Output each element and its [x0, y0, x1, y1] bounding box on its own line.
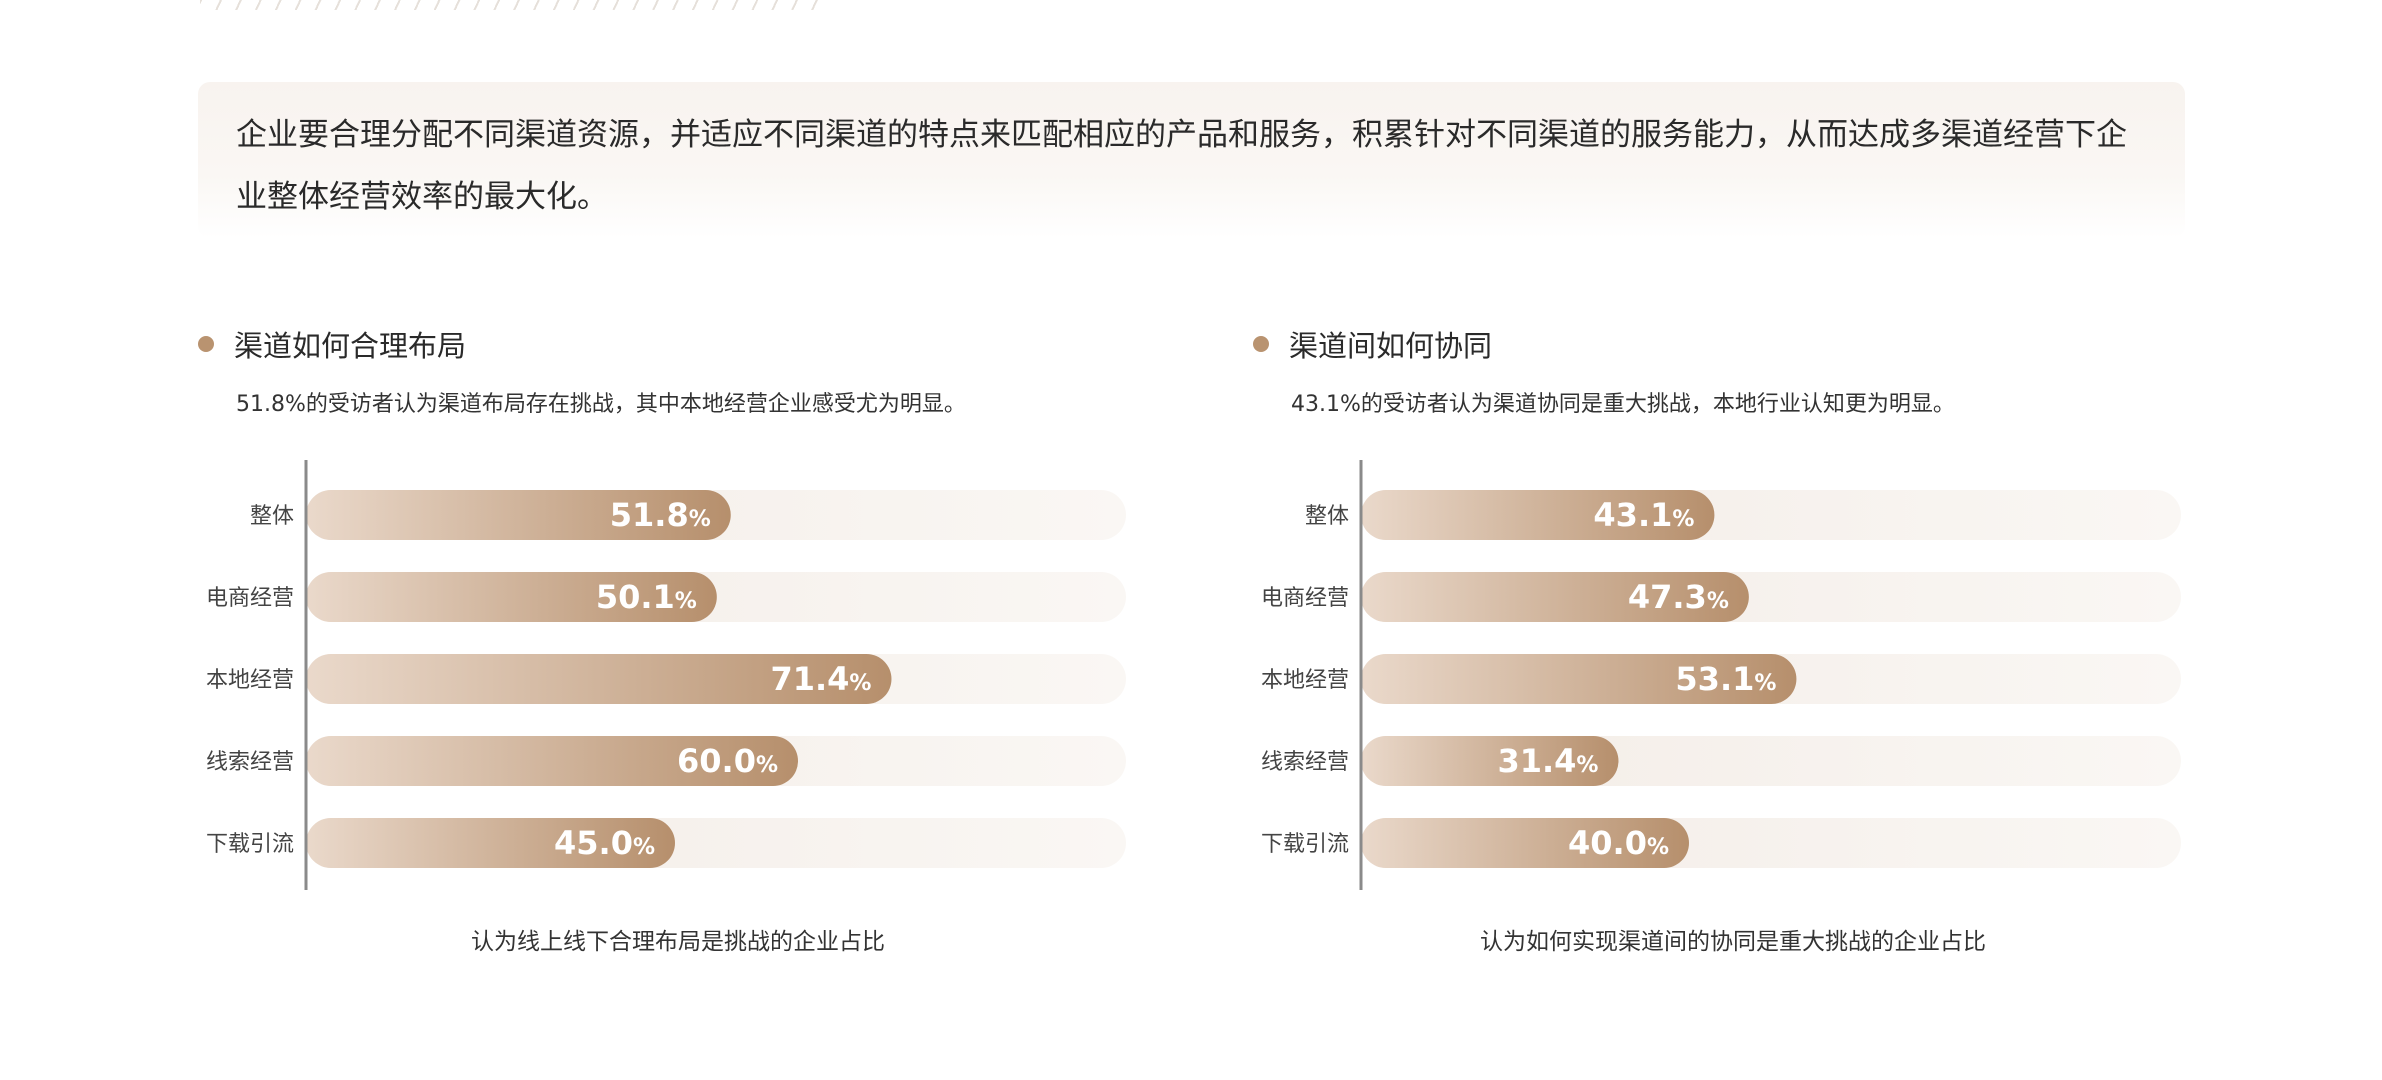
data-label: 50.1% [596, 578, 697, 616]
top-decoration [200, 0, 830, 10]
bar [306, 572, 717, 622]
bar-chart-layout: 整体 51.8% 电商经营 50.1% 本地经营 71.4% 线索经营 60.0% 下载引流 45… [198, 460, 1158, 900]
data-label: 71.4% [770, 660, 871, 698]
panel-layout: 渠道如何合理布局 51.8%的受访者认为渠道布局存在挑战，其中本地经营企业感受尤… [198, 310, 1158, 970]
intro-text: 企业要合理分配不同渠道资源，并适应不同渠道的特点来匹配相应的产品和服务，积累针对… [236, 117, 2127, 215]
data-label: 47.3% [1628, 578, 1729, 616]
data-label: 43.1% [1593, 496, 1694, 534]
category-label: 整体 [1305, 504, 1349, 529]
data-label: 45.0% [554, 824, 655, 862]
data-label: 31.4% [1497, 742, 1598, 780]
bar [306, 736, 798, 786]
panel-title: 渠道如何合理布局 [234, 329, 467, 363]
category-label: 下载引流 [1261, 832, 1349, 857]
panel-header: 渠道如何合理布局 [198, 322, 466, 366]
category-label: 线索经营 [1261, 750, 1349, 775]
chart-caption: 认为如何实现渠道间的协同是重大挑战的企业占比 [1480, 929, 1986, 955]
intro-box: 企业要合理分配不同渠道资源，并适应不同渠道的特点来匹配相应的产品和服务，积累针对… [198, 82, 2185, 238]
panel-description: 43.1%的受访者认为渠道协同是重大挑战，本地行业认知更为明显。 [1291, 392, 1955, 417]
bar [1361, 818, 1689, 868]
category-label: 线索经营 [206, 750, 294, 775]
data-label: 40.0% [1568, 824, 1669, 862]
category-label: 整体 [250, 504, 294, 529]
panel-title: 渠道间如何协同 [1289, 329, 1493, 363]
bar [306, 818, 675, 868]
bar [1361, 572, 1749, 622]
category-label: 本地经营 [206, 668, 294, 693]
data-label: 53.1% [1675, 660, 1776, 698]
category-label: 本地经营 [1261, 668, 1349, 693]
bullet-dot-icon [198, 336, 214, 352]
chart-caption: 认为线上线下合理布局是挑战的企业占比 [471, 929, 885, 955]
data-label: 60.0% [677, 742, 778, 780]
category-label: 下载引流 [206, 832, 294, 857]
chart-svg: 整体 51.8% 电商经营 50.1% 本地经营 71.4% 线索经营 60.0% 下载引流 45… [206, 460, 1126, 890]
chart-svg: 整体 43.1% 电商经营 47.3% 本地经营 53.1% 线索经营 31.4% 下载引流 40… [1261, 460, 2181, 890]
panel-header: 渠道间如何协同 [1253, 322, 1492, 366]
bar [1361, 654, 1797, 704]
panel-synergy: 渠道间如何协同 43.1%的受访者认为渠道协同是重大挑战，本地行业认知更为明显。… [1253, 310, 2213, 970]
bar [1361, 490, 1715, 540]
bar-chart-synergy: 整体 43.1% 电商经营 47.3% 本地经营 53.1% 线索经营 31.4% 下载引流 40… [1253, 460, 2213, 900]
bar [1361, 736, 1619, 786]
bar [306, 490, 731, 540]
bar [306, 654, 892, 704]
bullet-dot-icon [1253, 336, 1269, 352]
category-label: 电商经营 [1261, 586, 1349, 611]
panel-description: 51.8%的受访者认为渠道布局存在挑战，其中本地经营企业感受尤为明显。 [236, 392, 966, 417]
data-label: 51.8% [610, 496, 711, 534]
category-label: 电商经营 [206, 586, 294, 611]
